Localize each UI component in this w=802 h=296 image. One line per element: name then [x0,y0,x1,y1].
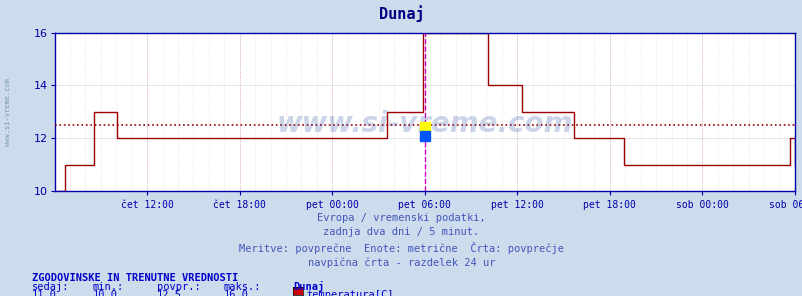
Text: zadnja dva dni / 5 minut.: zadnja dva dni / 5 minut. [323,227,479,237]
Text: 11,0: 11,0 [32,289,57,296]
Text: 10,0: 10,0 [92,289,117,296]
Text: navpična črta - razdelek 24 ur: navpična črta - razdelek 24 ur [307,258,495,268]
Text: Dunaj: Dunaj [379,5,423,22]
Text: temperatura[C]: temperatura[C] [306,289,394,296]
Text: Evropa / vremenski podatki,: Evropa / vremenski podatki, [317,213,485,223]
Text: www.si-vreme.com: www.si-vreme.com [276,110,573,139]
Text: povpr.:: povpr.: [156,281,200,292]
Text: ZGODOVINSKE IN TRENUTNE VREDNOSTI: ZGODOVINSKE IN TRENUTNE VREDNOSTI [32,273,238,283]
Text: sedaj:: sedaj: [32,281,70,292]
Text: Meritve: povprečne  Enote: metrične  Črta: povprečje: Meritve: povprečne Enote: metrične Črta:… [239,242,563,254]
Text: www.si-vreme.com: www.si-vreme.com [5,78,11,147]
Text: 12,5: 12,5 [156,289,181,296]
Text: Dunaj: Dunaj [293,281,324,292]
Text: 16,0: 16,0 [223,289,248,296]
Text: maks.:: maks.: [223,281,261,292]
Text: min.:: min.: [92,281,124,292]
